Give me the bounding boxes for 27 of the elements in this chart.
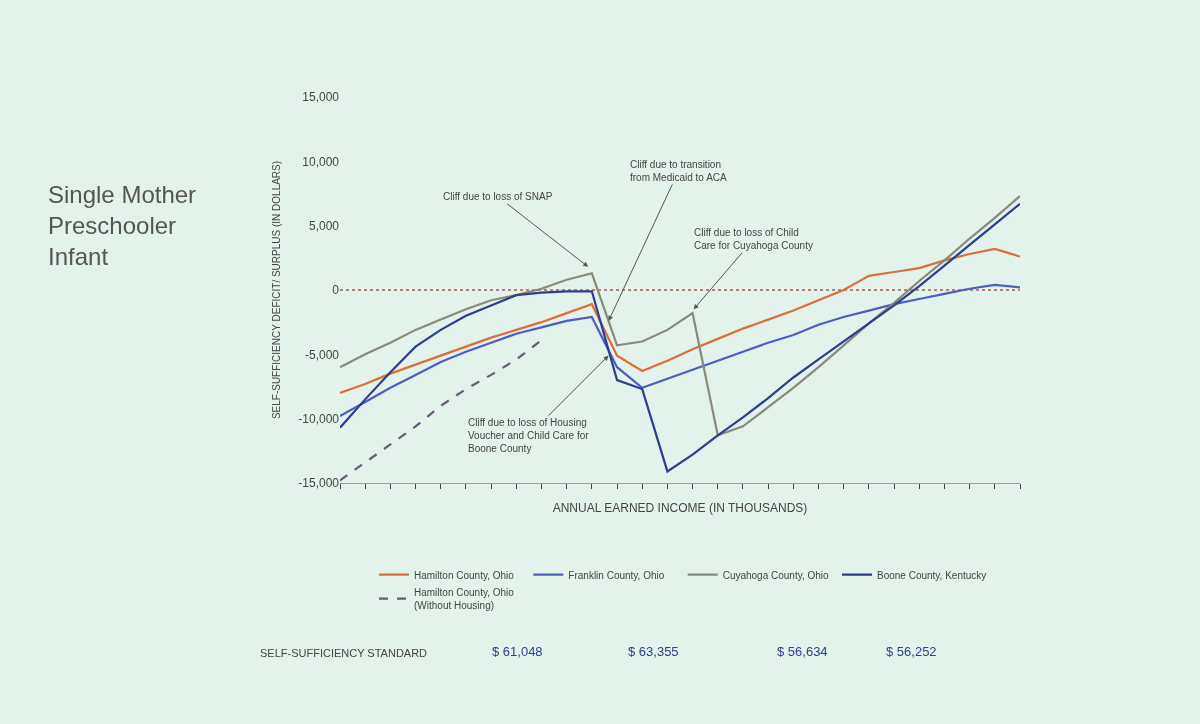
y-tick-label: 15,000: [302, 90, 340, 105]
text: $ 61,048: [492, 644, 543, 659]
legend-label: Cuyahoga County, Ohio: [722, 569, 830, 581]
text: $ 63,355: [628, 644, 679, 659]
y-tick-label: -15,000: [298, 476, 340, 491]
text: $ 56,252: [886, 644, 937, 659]
annotation: Cliff due to transition from Medicaid to ACA: [630, 159, 728, 183]
y-axis-title: SELF-SUFFICIENCY DEFICIT/ SURPLUS (IN DOLLARS): [271, 160, 283, 420]
legend-label: Hamilton County, Ohio (Without Housing): [414, 587, 515, 612]
line-series: [340, 202, 1020, 473]
annotation: Cliff due to loss of Child Care for Cuyahoga County: [694, 227, 813, 251]
annotation: Cliff due to loss of Housing Voucher and Child Care for Boone County: [468, 417, 590, 454]
y-tick-label: 10,000: [302, 154, 340, 169]
y-tick-label: -5,000: [304, 347, 340, 362]
y-tick-label: 0: [332, 283, 340, 298]
text: Single Mother Preschooler Infant: [48, 180, 197, 271]
legend-label: Boone County, Kentucky: [876, 569, 987, 581]
annotation: Cliff due to loss of SNAP: [443, 191, 553, 202]
line-series: [340, 283, 1020, 418]
y-tick-label: 5,000: [308, 218, 340, 233]
line-series: [340, 194, 1020, 437]
x-axis-title: ANNUAL EARNED INCOME (IN THOUSANDS): [552, 500, 808, 515]
text: $ 56,634: [777, 644, 828, 659]
y-tick-label: -10,000: [298, 411, 340, 426]
legend-label: Franklin County, Ohio: [568, 569, 665, 581]
text: SELF-SUFFICIENCY STANDARD: [260, 647, 428, 659]
legend-label: Hamilton County, Ohio: [414, 569, 515, 581]
